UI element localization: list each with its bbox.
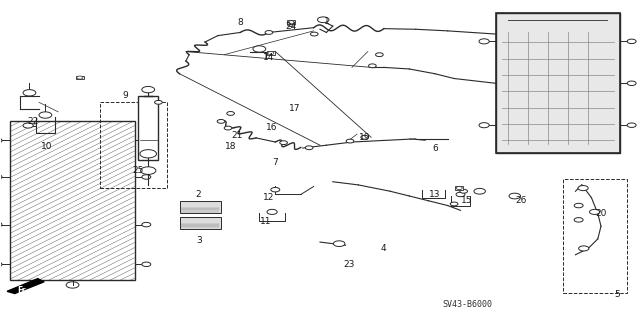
- Circle shape: [39, 112, 52, 118]
- Circle shape: [142, 86, 155, 93]
- Text: 6: 6: [432, 144, 438, 153]
- Text: 26: 26: [515, 196, 527, 205]
- Text: 12: 12: [263, 193, 275, 202]
- Circle shape: [142, 138, 151, 143]
- Circle shape: [267, 209, 277, 214]
- Bar: [495, 13, 620, 153]
- Text: 18: 18: [225, 142, 236, 151]
- Bar: [76, 76, 84, 79]
- Circle shape: [155, 100, 163, 104]
- Text: 24: 24: [285, 22, 297, 31]
- Circle shape: [66, 282, 79, 288]
- Text: Fr.: Fr.: [17, 286, 28, 295]
- Text: 5: 5: [614, 290, 620, 299]
- Text: 23: 23: [343, 260, 355, 269]
- Text: 9: 9: [122, 92, 128, 100]
- Polygon shape: [7, 278, 44, 293]
- Circle shape: [217, 120, 225, 123]
- Circle shape: [305, 146, 313, 150]
- Circle shape: [0, 262, 2, 267]
- Circle shape: [227, 112, 234, 115]
- Text: 25: 25: [132, 166, 144, 175]
- Circle shape: [460, 189, 467, 193]
- Circle shape: [333, 241, 345, 247]
- Text: 4: 4: [381, 244, 387, 253]
- Text: 11: 11: [260, 217, 271, 226]
- Circle shape: [479, 123, 489, 128]
- Text: 17: 17: [289, 104, 300, 113]
- Circle shape: [474, 189, 485, 194]
- Circle shape: [451, 202, 458, 206]
- Circle shape: [0, 137, 2, 143]
- Circle shape: [141, 167, 156, 174]
- Circle shape: [253, 46, 266, 52]
- Circle shape: [574, 203, 583, 208]
- Circle shape: [142, 175, 151, 179]
- Circle shape: [578, 186, 588, 191]
- Bar: [100, 102, 167, 188]
- Text: SV43-B6000: SV43-B6000: [442, 300, 492, 309]
- Circle shape: [77, 76, 83, 79]
- Bar: [10, 122, 135, 280]
- Text: 19: 19: [359, 133, 371, 142]
- Circle shape: [142, 262, 151, 267]
- Circle shape: [0, 174, 2, 180]
- Circle shape: [23, 90, 36, 96]
- Bar: [179, 201, 221, 213]
- Circle shape: [627, 123, 636, 127]
- Text: 22: 22: [27, 117, 38, 126]
- Text: 10: 10: [41, 142, 52, 151]
- Circle shape: [271, 188, 280, 192]
- Circle shape: [376, 53, 383, 56]
- Circle shape: [23, 123, 33, 128]
- Circle shape: [589, 209, 600, 214]
- Circle shape: [509, 193, 520, 199]
- Circle shape: [574, 218, 583, 222]
- Circle shape: [579, 246, 589, 251]
- Circle shape: [265, 31, 273, 34]
- Bar: [563, 179, 627, 293]
- Circle shape: [280, 141, 287, 145]
- Bar: [179, 217, 221, 229]
- Circle shape: [456, 187, 462, 189]
- Circle shape: [456, 192, 465, 197]
- Text: 3: 3: [196, 236, 202, 245]
- Text: 20: 20: [595, 209, 607, 218]
- Circle shape: [361, 135, 369, 139]
- Bar: [267, 51, 275, 55]
- Circle shape: [0, 222, 2, 227]
- Text: 7: 7: [273, 158, 278, 167]
- Text: 14: 14: [263, 53, 275, 62]
- Text: 2: 2: [196, 190, 202, 199]
- Text: 15: 15: [461, 196, 472, 205]
- Text: 21: 21: [231, 131, 243, 140]
- Circle shape: [346, 139, 354, 143]
- Circle shape: [317, 17, 329, 23]
- Circle shape: [369, 64, 376, 68]
- Circle shape: [224, 126, 232, 130]
- Circle shape: [288, 21, 294, 24]
- Bar: [495, 13, 620, 153]
- Circle shape: [140, 150, 157, 158]
- Circle shape: [310, 32, 318, 36]
- Circle shape: [479, 39, 489, 44]
- Text: 1: 1: [323, 17, 329, 26]
- Circle shape: [287, 23, 295, 26]
- Circle shape: [268, 52, 274, 55]
- Bar: [456, 186, 463, 190]
- Text: 16: 16: [266, 123, 278, 132]
- Bar: [138, 96, 159, 160]
- Circle shape: [627, 81, 636, 85]
- Bar: [287, 20, 295, 24]
- Text: 13: 13: [429, 190, 441, 199]
- Circle shape: [142, 222, 151, 227]
- Text: 8: 8: [237, 19, 243, 27]
- Circle shape: [627, 39, 636, 44]
